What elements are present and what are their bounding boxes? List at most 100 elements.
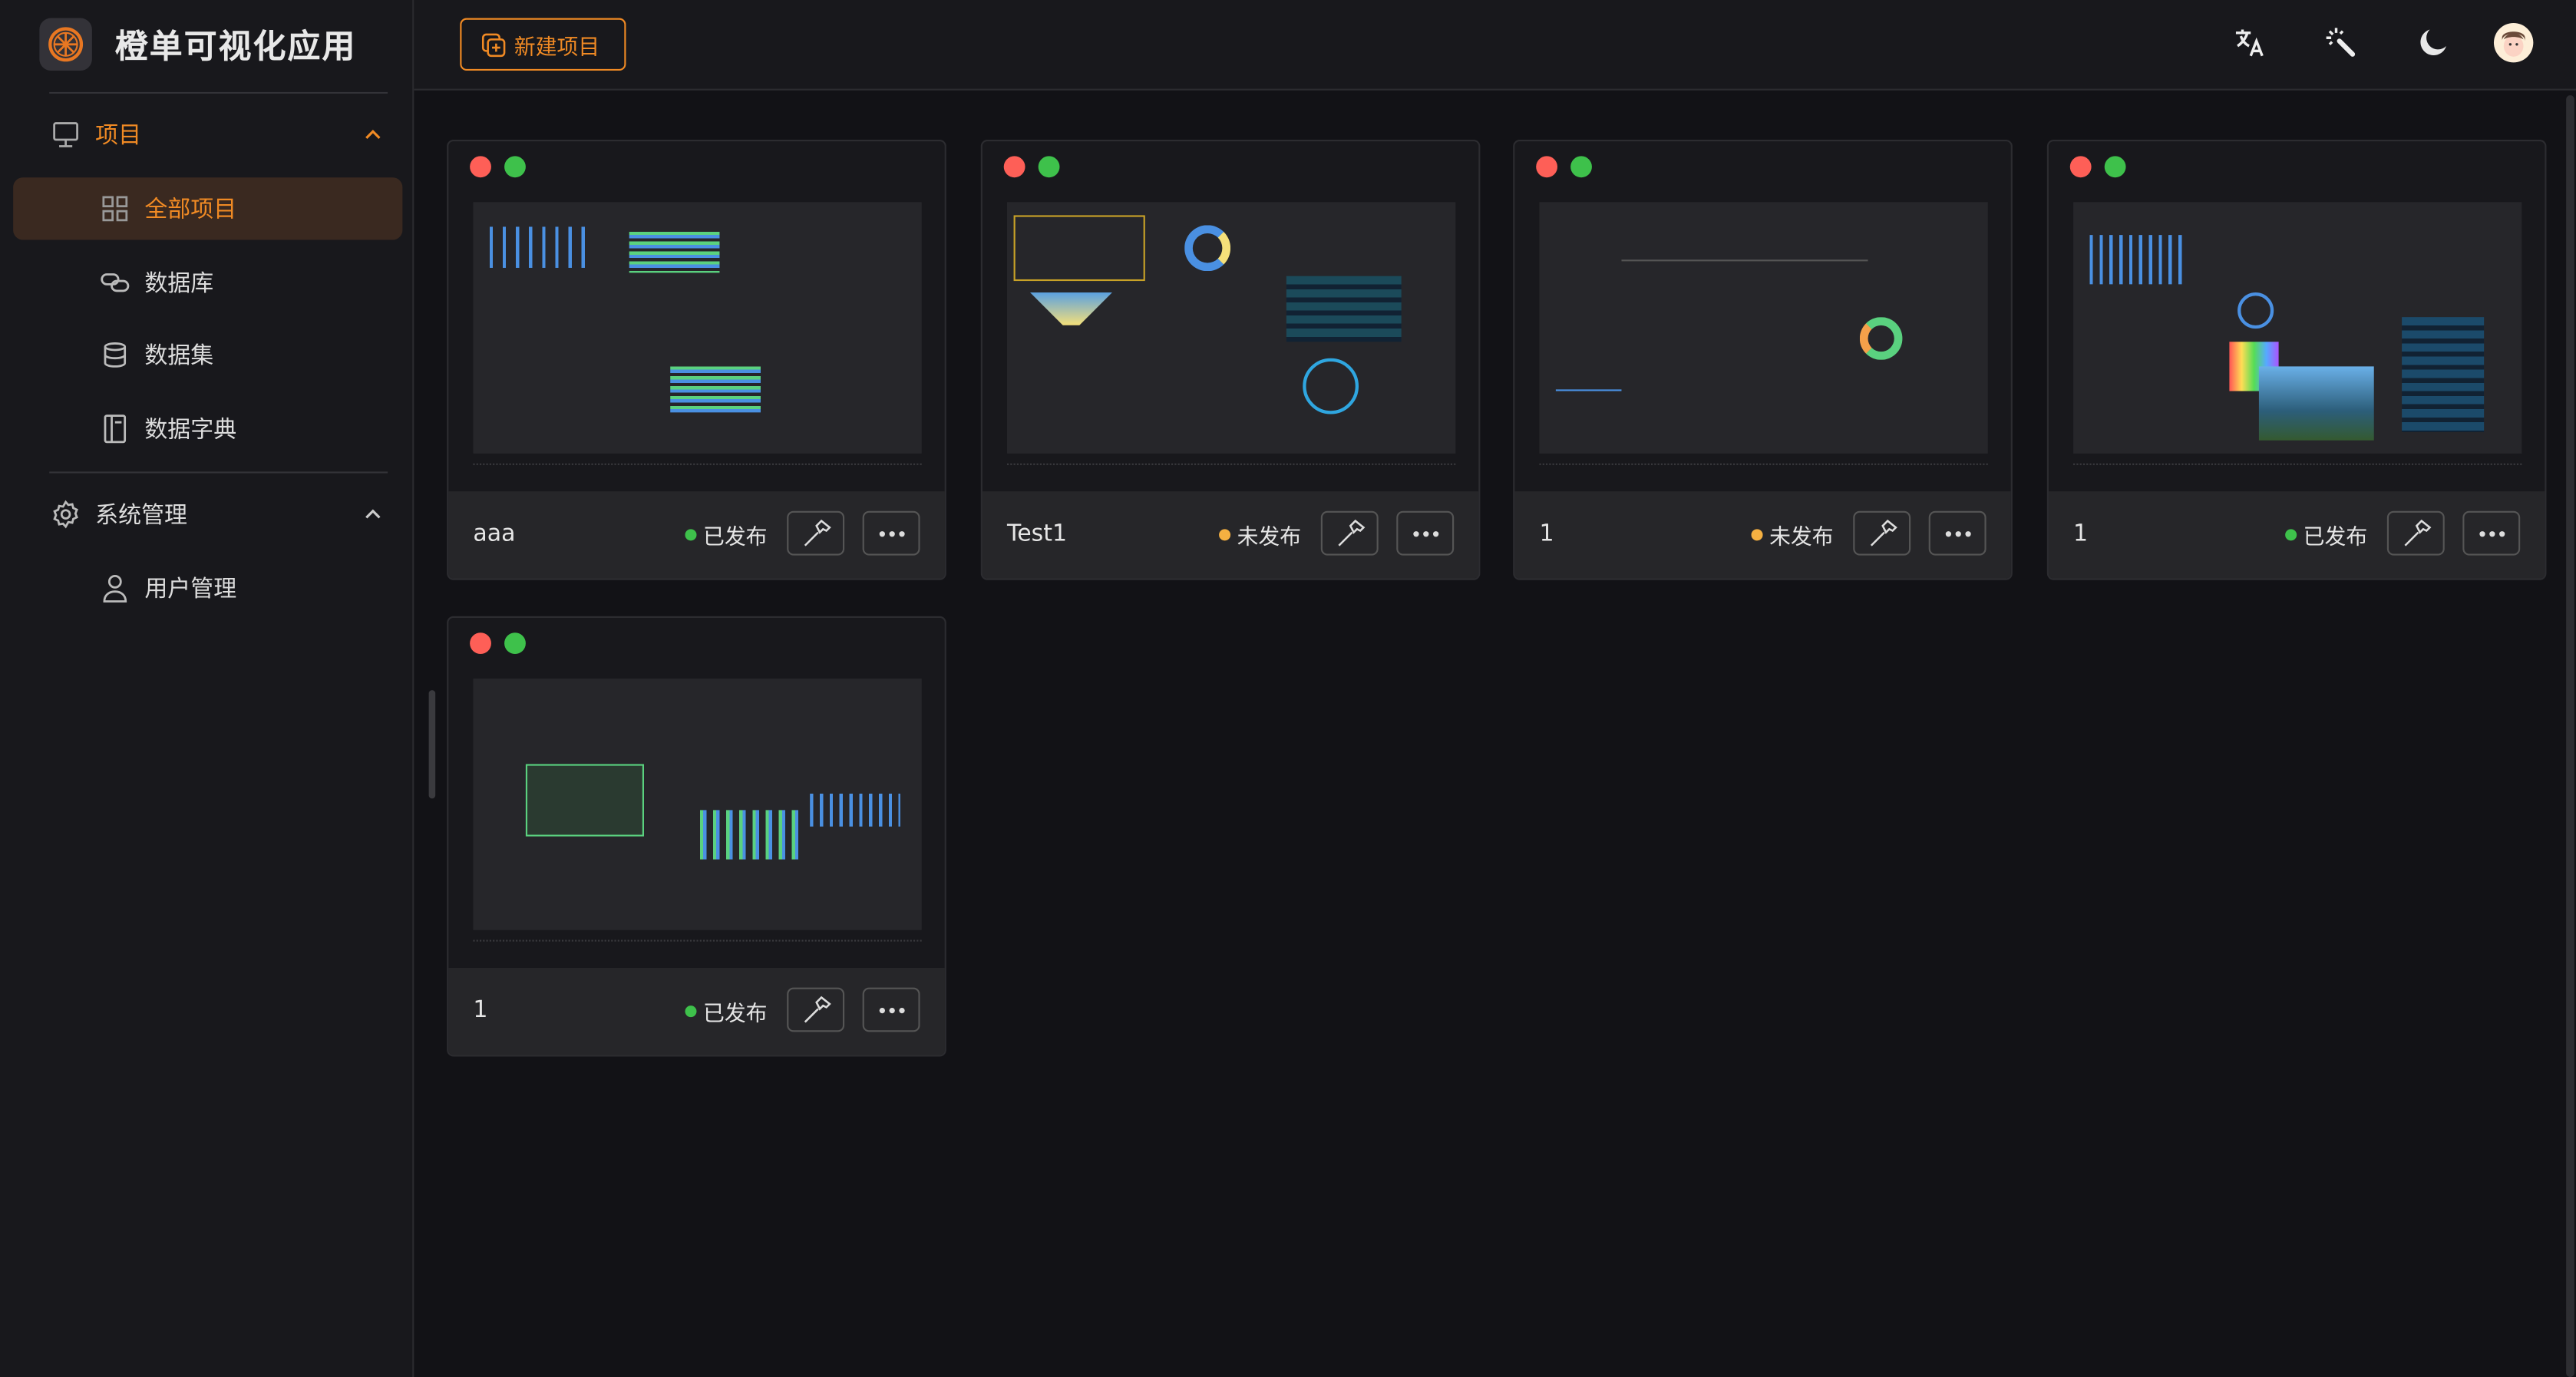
project-card[interactable]: 1 未发布 (1513, 139, 2013, 580)
database-icon (101, 340, 130, 370)
status-text: 已发布 (703, 526, 768, 551)
sidebar-item-dictionary[interactable]: 数据字典 (0, 398, 414, 460)
sidebar-item-database[interactable]: 数据库 (0, 252, 414, 314)
status-badge: 已发布 (2285, 519, 2367, 550)
project-name: aaa (473, 520, 516, 547)
grid-icon (101, 194, 130, 224)
new-project-button[interactable]: 新建项目 (460, 18, 626, 71)
edit-button[interactable] (1320, 510, 1379, 556)
orange-slice-icon (39, 18, 92, 71)
status-dot (1219, 529, 1231, 541)
sidebar-item-users[interactable]: 用户管理 (0, 557, 414, 619)
project-thumbnail[interactable] (1007, 202, 1456, 454)
thumbnail-chart-shape (489, 226, 589, 268)
more-dots-icon (2479, 530, 2505, 537)
red-dot (470, 632, 491, 655)
user-icon (101, 573, 130, 603)
more-button[interactable] (1928, 510, 1986, 556)
status-text: 未发布 (1769, 526, 1834, 551)
status-dot (1751, 529, 1763, 541)
main-scrollbar[interactable] (2566, 95, 2574, 1377)
status-badge: 未发布 (1751, 519, 1834, 551)
edit-button[interactable] (787, 510, 845, 556)
book-icon (101, 414, 130, 444)
hammer-icon (803, 518, 831, 546)
thumbnail-chart-shape (810, 794, 900, 827)
menu-group-system[interactable]: 系统管理 (0, 483, 414, 545)
more-button[interactable] (862, 510, 920, 556)
more-dots-icon (1412, 530, 1438, 537)
project-card[interactable]: 1 已发布 (447, 616, 946, 1057)
project-thumbnail[interactable] (2073, 202, 2522, 454)
hammer-icon (803, 995, 831, 1022)
thumbnail-chart-shape (2258, 366, 2374, 441)
project-card[interactable]: 1 已发布 (2046, 139, 2547, 580)
status-dot (2285, 529, 2297, 541)
sidebar: 橙单可视化应用 项目 全部项目 数据库 数据集 数据字典 系统管理 (0, 0, 414, 1377)
red-dot (470, 156, 491, 178)
divider (49, 91, 388, 94)
new-project-label: 新建项目 (514, 33, 600, 58)
monitor-icon (51, 120, 81, 150)
menu-group-projects[interactable]: 项目 (0, 104, 414, 166)
sidebar-scrollbar[interactable] (428, 690, 436, 799)
thumbnail-chart-shape (629, 231, 720, 273)
project-thumbnail[interactable] (473, 679, 922, 930)
red-dot (2069, 156, 2092, 178)
sidebar-item-all-projects[interactable]: 全部项目 (0, 177, 414, 239)
edit-button[interactable] (2386, 510, 2445, 556)
sidebar-item-label: 数据库 (144, 271, 214, 298)
card-footer: 1 已发布 (448, 967, 945, 1055)
card-footer: 1 未发布 (1514, 491, 2011, 579)
thumbnail-ruler (2073, 463, 2522, 465)
more-dots-icon (878, 1006, 904, 1013)
project-name: Test1 (1007, 520, 1068, 547)
thumbnail-chart-shape (1184, 225, 1231, 272)
moon-icon[interactable] (2413, 23, 2452, 62)
translate-icon[interactable] (2229, 23, 2268, 62)
more-button[interactable] (2462, 510, 2521, 556)
thumbnail-ruler (473, 939, 922, 942)
project-card[interactable]: aaa 已发布 (447, 139, 946, 580)
thumbnail-chart-shape (1029, 292, 1112, 325)
more-dots-icon (1944, 530, 1970, 537)
more-button[interactable] (1396, 510, 1455, 556)
thumbnail-chart-shape (525, 764, 644, 837)
project-name: 1 (1539, 520, 1554, 547)
magic-wand-icon[interactable] (2321, 23, 2360, 62)
divider (49, 471, 388, 474)
green-dot (1038, 156, 1060, 178)
project-card[interactable]: Test1 未发布 (980, 139, 1481, 580)
status-text: 已发布 (2303, 526, 2368, 551)
status-badge: 已发布 (685, 996, 768, 1027)
sidebar-item-label: 全部项目 (144, 196, 237, 224)
edit-button[interactable] (787, 987, 845, 1032)
active-item-highlight (13, 177, 403, 240)
status-badge: 已发布 (685, 519, 768, 551)
menu-group-label: 项目 (95, 123, 142, 150)
card-footer: aaa 已发布 (448, 491, 945, 579)
project-thumbnail[interactable] (1539, 202, 1988, 454)
project-thumbnail[interactable] (473, 202, 922, 454)
edit-button[interactable] (1853, 510, 1911, 556)
card-footer: Test1 未发布 (982, 491, 1479, 579)
green-dot (1570, 156, 1592, 178)
app-title: 橙单可视化应用 (114, 26, 357, 66)
thumbnail-chart-shape (2237, 292, 2274, 329)
status-text: 未发布 (1237, 526, 1302, 551)
status-badge: 未发布 (1219, 519, 1301, 550)
sidebar-item-dataset[interactable]: 数据集 (0, 324, 414, 386)
hammer-icon (1869, 518, 1897, 546)
red-dot (1003, 156, 1025, 178)
chevron-up-icon[interactable] (363, 504, 383, 524)
chevron-up-icon[interactable] (363, 125, 383, 145)
header: 新建项目 (414, 0, 2576, 91)
thumbnail-chart-shape (2089, 235, 2188, 285)
sidebar-item-label: 数据集 (144, 343, 214, 370)
red-dot (1536, 156, 1558, 178)
more-button[interactable] (862, 987, 920, 1032)
more-dots-icon (878, 530, 904, 537)
avatar[interactable] (2493, 22, 2534, 63)
status-dot (685, 1006, 697, 1018)
status-text: 已发布 (703, 1002, 768, 1027)
